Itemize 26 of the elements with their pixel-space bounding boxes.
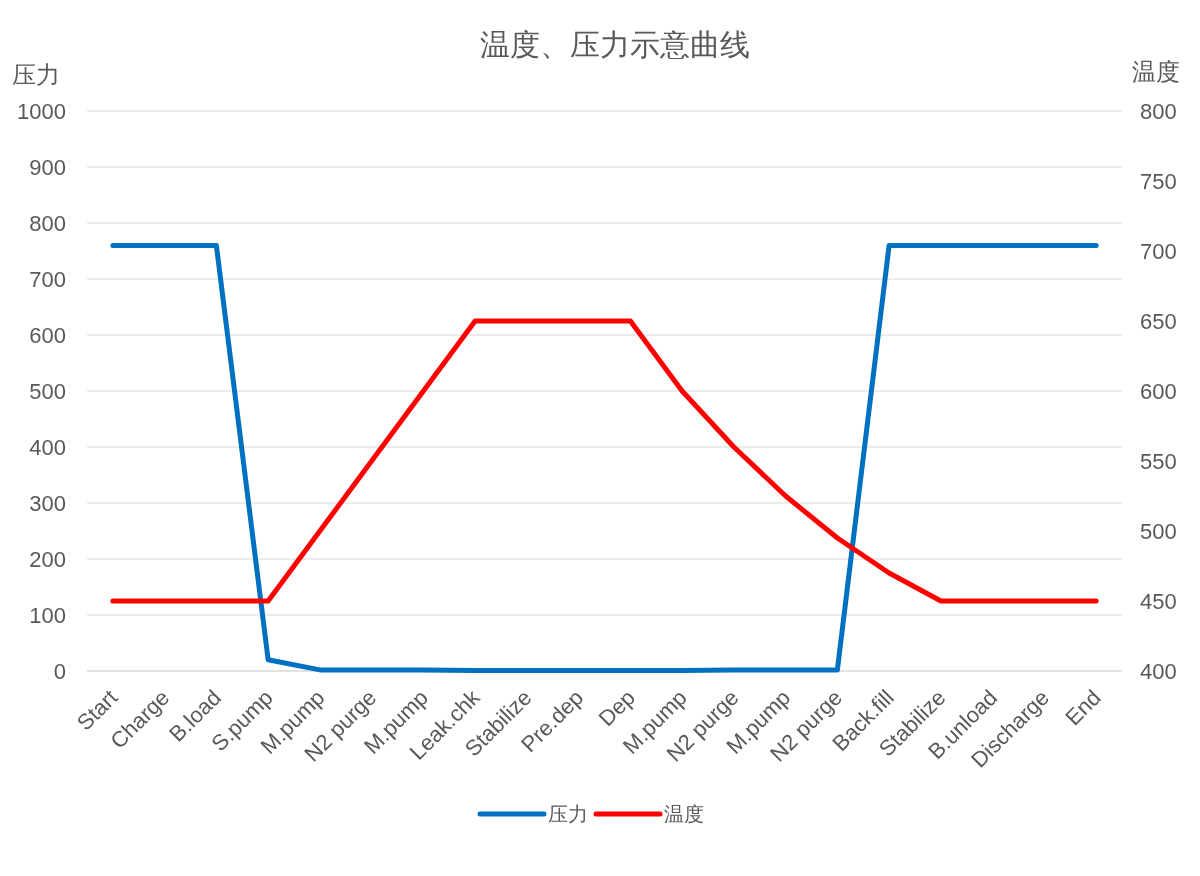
y-tick-label: 900 (29, 155, 66, 180)
y-tick-label: 300 (29, 491, 66, 516)
y2-tick-label: 650 (1140, 309, 1177, 334)
y-tick-label: 500 (29, 379, 66, 404)
y-tick-label: 1000 (17, 99, 66, 124)
y-tick-label: 800 (29, 211, 66, 236)
y2-tick-label: 750 (1140, 169, 1177, 194)
y-tick-label: 600 (29, 323, 66, 348)
y-tick-label: 100 (29, 603, 66, 628)
y2-tick-label: 400 (1140, 659, 1177, 684)
x-tick-label: End (1060, 684, 1106, 731)
y-tick-label: 200 (29, 547, 66, 572)
chart-title: 温度、压力示意曲线 (479, 28, 750, 61)
legend-label: 压力 (548, 803, 588, 825)
y-tick-label: 0 (53, 659, 66, 684)
y2-tick-label: 600 (1140, 379, 1177, 404)
y2-tick-label: 550 (1140, 449, 1177, 474)
y-tick-label: 400 (29, 435, 66, 460)
y2-tick-label: 800 (1140, 99, 1177, 124)
y-tick-label: 700 (29, 267, 66, 292)
y2-axis-title: 温度 (1132, 58, 1180, 85)
y-axis-title: 压力 (12, 61, 60, 88)
legend-label: 温度 (664, 803, 704, 825)
y2-tick-label: 500 (1140, 519, 1177, 544)
y2-tick-label: 700 (1140, 239, 1177, 264)
y2-tick-label: 450 (1140, 589, 1177, 614)
